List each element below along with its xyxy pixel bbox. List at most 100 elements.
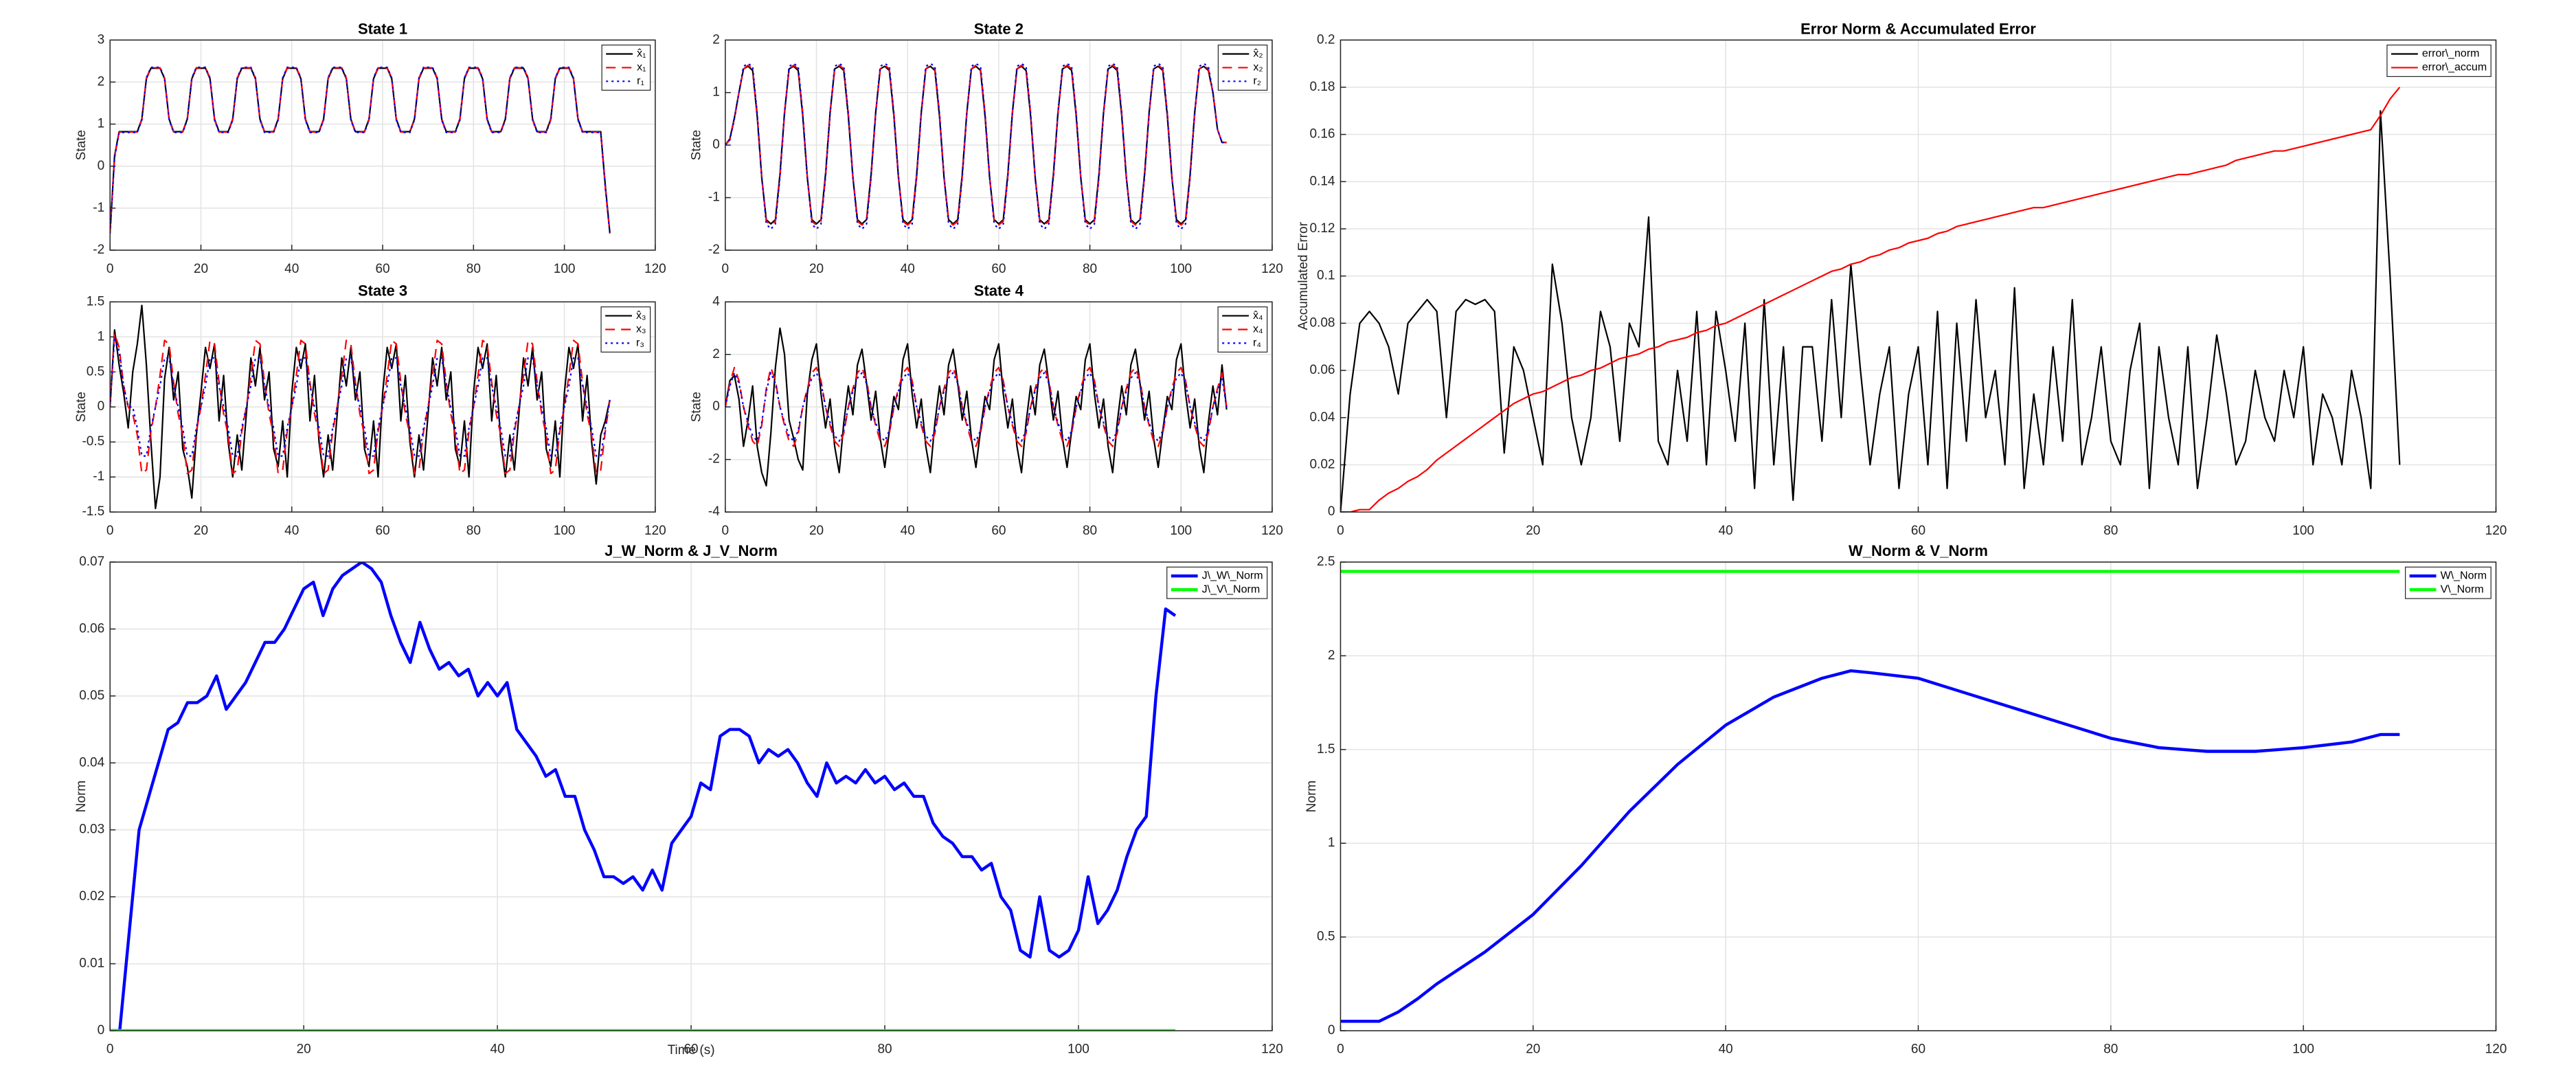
y-tick-label: 1 [98, 329, 105, 344]
legend-label: r₂ [1253, 76, 1261, 87]
x-tick-label: 120 [1261, 1042, 1283, 1057]
legend: x̂₁ x₁ r₁ [601, 44, 651, 91]
y-tick-label: -0.5 [82, 434, 104, 449]
series-line [725, 64, 1227, 226]
series-line [110, 561, 1177, 1031]
y-tick-label: 0.03 [79, 823, 104, 837]
x-tick-label: 60 [1911, 524, 1925, 538]
x-tick-label: 120 [644, 262, 666, 276]
x-tick-label: 20 [809, 262, 824, 276]
plot-area [725, 63, 1227, 230]
x-tick-label: 80 [877, 1042, 892, 1057]
y-tick-label: 1 [712, 85, 720, 100]
x-tick-label: 0 [106, 524, 114, 538]
x-tick-label: 80 [1083, 524, 1097, 538]
y-tick-label: -4 [708, 504, 720, 519]
x-tick-label: 40 [901, 524, 915, 538]
y-axis-label: Norm [1304, 781, 1319, 812]
x-tick-label: 20 [297, 1042, 311, 1057]
axes-box [109, 561, 1273, 1031]
legend-label: W\_Norm [2441, 570, 2487, 581]
series-line [110, 336, 611, 457]
y-tick-label: -1 [708, 190, 720, 205]
plot-area [110, 304, 611, 510]
chart-title: Error Norm & Accumulated Error [1800, 21, 2036, 38]
series-line [1340, 669, 2400, 1023]
x-tick-label: 60 [1911, 1042, 1925, 1057]
x-tick-label: 100 [1170, 262, 1192, 276]
x-tick-label: 20 [194, 524, 208, 538]
y-tick-label: 0.02 [79, 889, 104, 904]
legend-label: error\_norm [2422, 48, 2480, 60]
y-tick-label: 0.2 [1317, 32, 1335, 47]
chart-title: J_W_Norm & J_V_Norm [605, 542, 778, 559]
series-line [725, 372, 1228, 443]
y-tick-label: -2 [93, 243, 104, 257]
y-tick-label: 0 [1328, 1023, 1335, 1038]
y-axis-label: State [690, 130, 704, 160]
y-tick-label: 0.04 [79, 755, 104, 770]
x-tick-label: 120 [2485, 1042, 2507, 1057]
y-tick-label: 0.16 [1309, 127, 1335, 142]
y-tick-label: 0 [98, 1023, 105, 1038]
series-line [110, 333, 611, 475]
x-tick-label: 0 [722, 262, 730, 276]
series-line [110, 67, 611, 234]
y-tick-label: 0 [98, 399, 105, 414]
y-tick-label: 0.5 [1317, 930, 1335, 944]
x-tick-label: 80 [466, 524, 481, 538]
axes-box [1340, 39, 2497, 513]
legend-label: x₃ [636, 324, 646, 335]
y-axis-label: State [74, 392, 89, 422]
x-tick-label: 120 [644, 524, 666, 538]
x-tick-label: 120 [2485, 524, 2507, 538]
x-tick-label: 100 [554, 524, 576, 538]
series-line [1340, 110, 2401, 513]
legend-label: r₁ [637, 76, 644, 87]
legend-label: error\_accum [2422, 62, 2487, 74]
legend-label: r₄ [1253, 337, 1261, 349]
x-tick-label: 40 [1719, 524, 1733, 538]
x-tick-label: 0 [106, 262, 114, 276]
x-tick-label: 80 [2103, 524, 2118, 538]
legend: x̂₂ x₂ r₂ [1217, 44, 1268, 91]
series-line [110, 66, 611, 234]
y-tick-label: 0.01 [79, 956, 104, 971]
chart-title: State 3 [358, 282, 407, 300]
plot-area [110, 66, 611, 234]
y-tick-label: 4 [712, 294, 720, 309]
legend-label: x₁ [637, 62, 646, 74]
y-tick-label: 0.07 [79, 555, 104, 569]
y-tick-label: 0.14 [1309, 174, 1335, 188]
y-tick-label: 1.5 [1317, 742, 1335, 757]
y-tick-label: 0 [712, 137, 720, 152]
y-tick-label: 2 [1328, 648, 1335, 662]
x-tick-label: 60 [991, 262, 1006, 276]
x-tick-label: 100 [2292, 1042, 2314, 1057]
legend-label: V\_Norm [2441, 583, 2484, 595]
legend-label: x₂ [1253, 62, 1263, 74]
legend-box [2405, 566, 2492, 599]
x-tick-label: 40 [284, 262, 299, 276]
x-tick-label: 0 [1337, 1042, 1344, 1057]
legend-label: x̂₄ [1253, 310, 1263, 322]
x-tick-label: 100 [1170, 524, 1192, 538]
y-tick-label: 1.5 [87, 294, 104, 309]
x-tick-label: 40 [1719, 1042, 1733, 1057]
y-tick-label: 0.18 [1309, 80, 1335, 94]
plot-area [1340, 570, 2400, 1023]
axes-box [109, 39, 656, 251]
chart-title: State 2 [974, 21, 1024, 38]
y-tick-label: 0.06 [79, 621, 104, 636]
axes-box [725, 39, 1273, 251]
y-axis-label: State [690, 392, 704, 422]
axes-box [1340, 561, 2497, 1031]
legend-label: J\_W\_Norm [1202, 570, 1263, 581]
y-axis-label: Norm [74, 781, 89, 812]
x-axis-label: Time (s) [668, 1043, 715, 1058]
axes-box [725, 301, 1273, 513]
y-tick-label: 1 [98, 117, 105, 131]
legend-label: x̂₂ [1253, 48, 1263, 60]
